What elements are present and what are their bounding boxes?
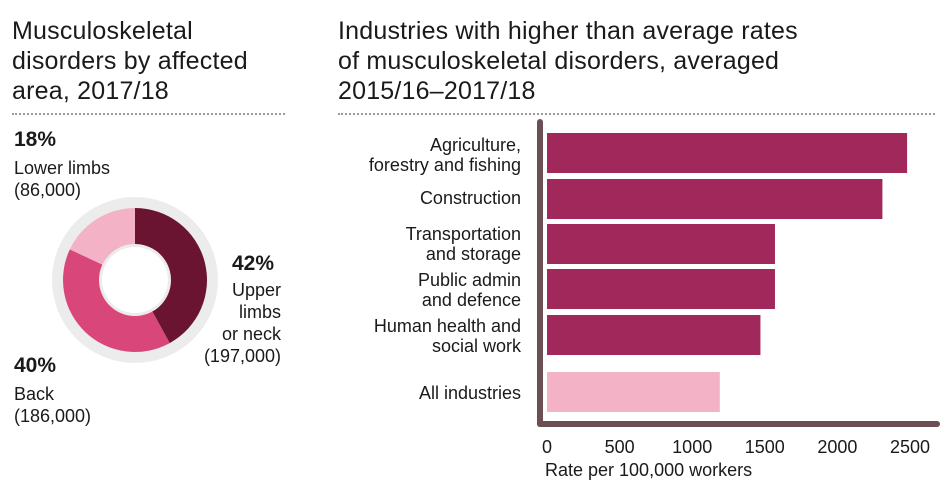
bar-construction — [547, 179, 883, 219]
x-tick-label: 500 — [605, 437, 635, 457]
bar-transportation — [547, 224, 775, 264]
x-axis-label: Rate per 100,000 workers — [545, 460, 753, 480]
lower-limbs-percent: 18% — [14, 128, 57, 151]
donut-chart — [52, 197, 218, 363]
upper-limbs-percent: 42% — [232, 252, 275, 275]
donut-chart-title: Musculoskeletal disorders by affected ar… — [12, 17, 248, 105]
x-tick-label: 2500 — [890, 437, 930, 457]
upper-limbs-label: Upper limbs or neck (197,000) — [203, 280, 281, 366]
x-tick-label: 1000 — [672, 437, 712, 457]
x-tick-label: 2000 — [817, 437, 857, 457]
lower-limbs-label: Lower limbs (86,000) — [14, 158, 111, 200]
category-label-human-health: Human health and social work — [373, 316, 521, 356]
donut-slice-back — [62, 249, 170, 353]
category-label-all-industries: All industries — [418, 383, 521, 403]
category-label-public-admin: Public admin and defence — [417, 270, 521, 310]
donut-slice-upper-limbs — [135, 208, 208, 344]
category-label-transportation: Transportation and storage — [405, 224, 521, 264]
bar-chart-title: Industries with higher than average rate… — [338, 17, 798, 105]
bar-agriculture — [547, 133, 908, 173]
back-percent: 40% — [14, 354, 57, 377]
x-tick-label: 0 — [542, 437, 552, 457]
bar-public-admin — [547, 269, 775, 309]
left-title-divider — [12, 113, 285, 115]
donut-hole — [102, 247, 168, 313]
bar-chart: 0 500 1000 1500 2000 2500 — [537, 119, 940, 457]
right-title-divider — [338, 113, 935, 115]
back-label: Back (186,000) — [14, 384, 92, 426]
category-label-construction: Construction — [419, 188, 521, 208]
bar-all-industries — [547, 372, 720, 412]
bar-human-health — [547, 315, 761, 355]
category-label-agriculture: Agriculture, forestry and fishing — [368, 135, 521, 175]
donut-slice-lower-limbs — [69, 208, 135, 265]
x-tick-label: 1500 — [745, 437, 785, 457]
